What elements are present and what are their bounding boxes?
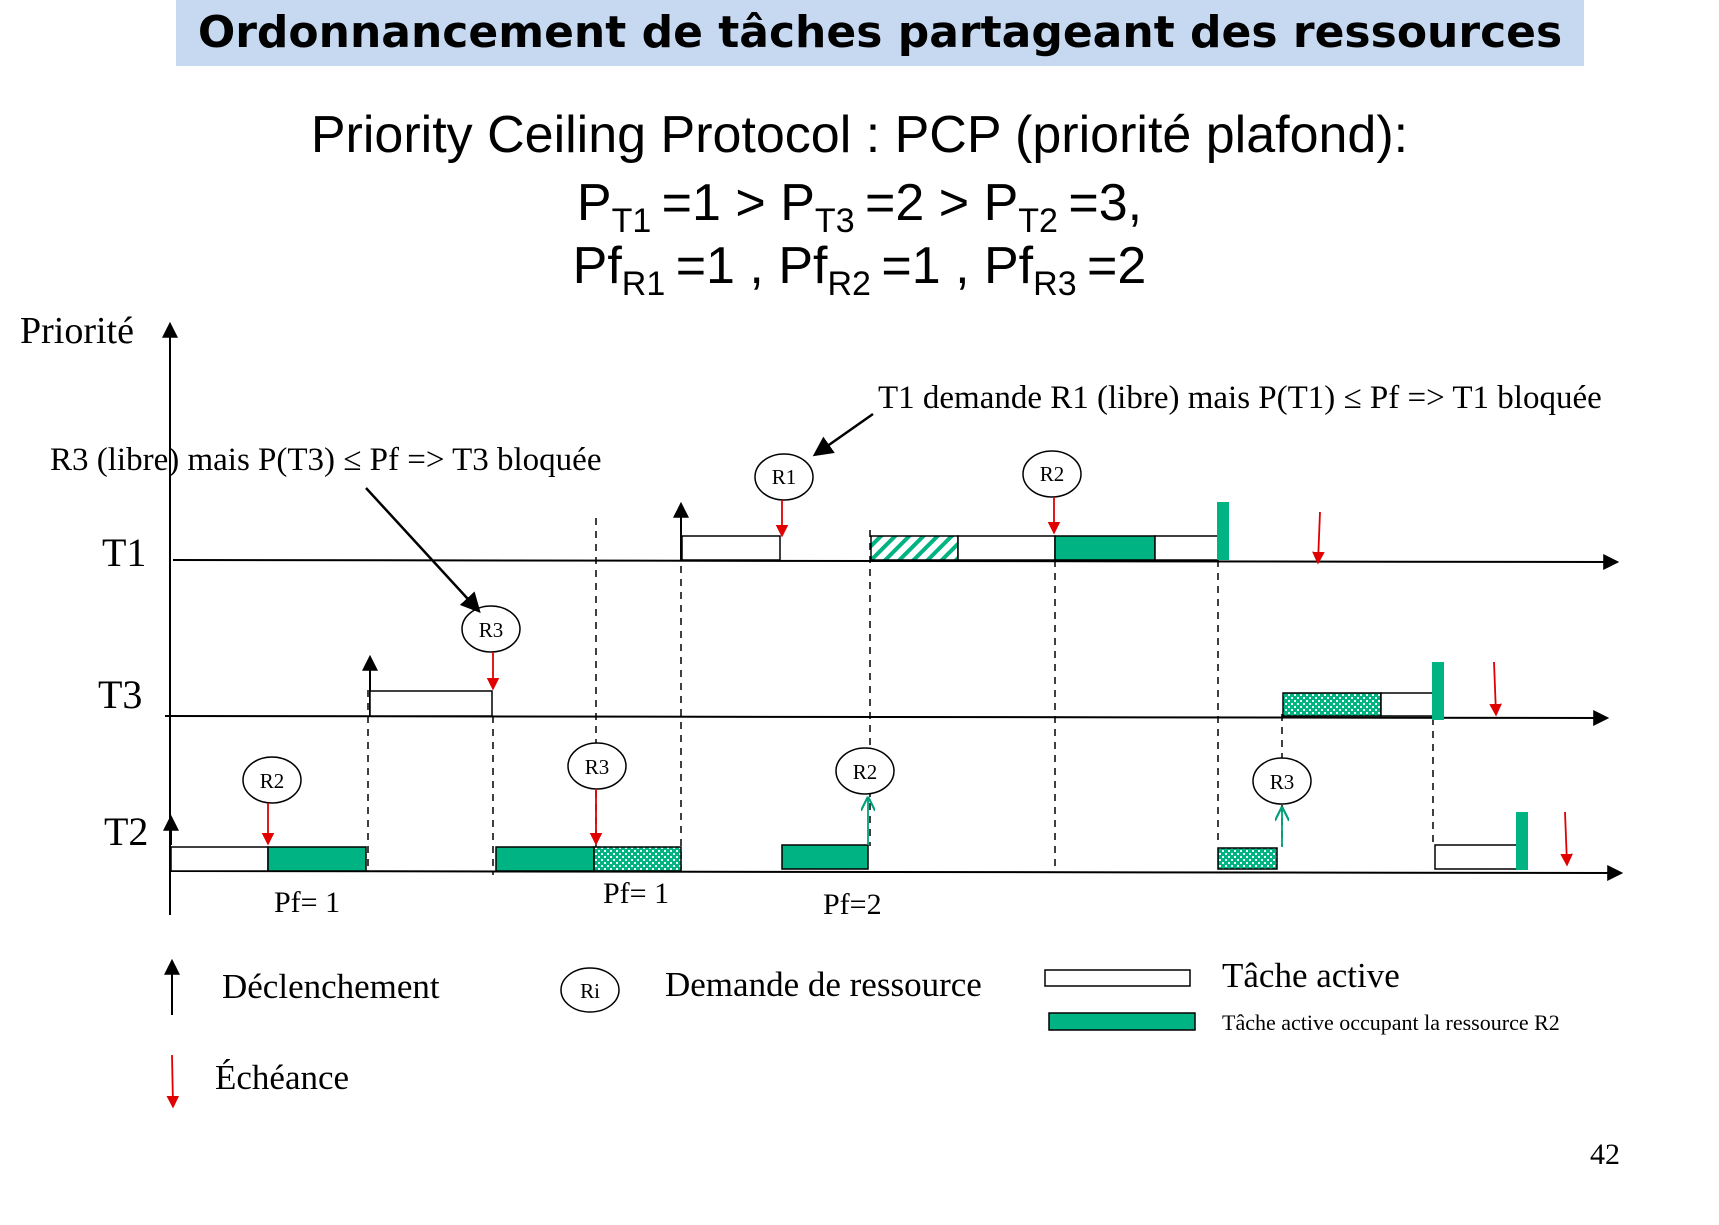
- t3-active-block: [369, 690, 493, 717]
- legend-resource-symbol: Ri: [580, 979, 600, 1003]
- t1-active-block: [681, 535, 781, 561]
- t1-active-block: [1154, 535, 1219, 561]
- legend-active-label: Tâche active: [1222, 956, 1400, 995]
- t3-active-block: [1380, 692, 1434, 717]
- legend-resource-circle: [560, 967, 620, 1013]
- t3-blocked-annotation: R3 (libre) mais P(T3) ≤ Pf => T3 bloquée: [50, 442, 601, 478]
- time-guide-lines: [367, 518, 1434, 875]
- t1-timeline: [172, 553, 1620, 570]
- t2-active-block: [170, 846, 269, 872]
- legend: Déclenchement Ri Demande de ressource Tâ…: [164, 956, 1560, 1109]
- t3-r3-request: R3: [461, 605, 521, 691]
- t3-deadline-arrow: [1489, 661, 1502, 717]
- t1-label: T1: [102, 530, 146, 575]
- t2-timeline: [169, 864, 1624, 881]
- t2-r2-request-first: R2: [242, 756, 302, 846]
- pf-label: Pf= 1: [274, 886, 340, 919]
- t3-r3-block: [1282, 692, 1382, 717]
- t2-deadline-arrow: [1560, 811, 1573, 867]
- resource-circle: [1022, 450, 1082, 498]
- legend-r2-label: Tâche active occupant la ressource R2: [1222, 1010, 1560, 1035]
- resource-label: R2: [260, 769, 285, 793]
- t1-r2-block: [1054, 535, 1156, 561]
- t2-r2-block: [781, 844, 869, 870]
- resource-circle: [1252, 757, 1312, 805]
- task-priorities-line: PT1 =1 > PT3 =2 > PT2 =3,: [576, 174, 1143, 240]
- t1-r1-request: R1: [754, 453, 814, 538]
- t2-end-bar: [1516, 812, 1528, 870]
- t3-label: T3: [98, 672, 142, 717]
- legend-resource-request-label: Demande de ressource: [665, 965, 982, 1004]
- resource-circle: [754, 453, 814, 501]
- resource-label: R2: [853, 760, 878, 784]
- t1-annotation-pointer: [812, 412, 874, 457]
- t1-end-bar: [1217, 502, 1229, 560]
- t2-r2-block: [267, 846, 367, 872]
- t3-annotation-pointer: [365, 487, 481, 613]
- resource-circle: [835, 747, 895, 795]
- resource-label: R1: [772, 465, 797, 489]
- t1-active-block: [957, 535, 1056, 561]
- pf-label: Pf= 1: [603, 877, 669, 910]
- resource-circle: [242, 756, 302, 804]
- resource-label: R3: [1270, 770, 1295, 794]
- pf-label: Pf=2: [823, 888, 882, 921]
- y-axis-label: Priorité: [20, 310, 134, 352]
- t1-blocked-annotation: T1 demande R1 (libre) mais P(T1) ≤ Pf =>…: [878, 380, 1602, 416]
- t2-r2-request-second: R2: [835, 747, 895, 845]
- resource-label: R3: [585, 755, 610, 779]
- resource-ceilings-line: PfR1 =1 , PfR2 =1 , PfR3 =2: [572, 237, 1147, 303]
- slide-title: Ordonnancement de tâches partageant des …: [197, 7, 1563, 58]
- t2-r3-block: [1217, 847, 1278, 870]
- t1-r2-request: R2: [1022, 450, 1082, 535]
- t1-r1-block: [870, 535, 959, 561]
- legend-deadline-arrow: [166, 1054, 180, 1109]
- t3-end-bar: [1432, 662, 1444, 720]
- t2-r3-block: [593, 846, 682, 872]
- legend-r2-swatch: [1048, 1012, 1196, 1031]
- t2-active-block: [1434, 844, 1518, 870]
- t2-r3-request-second: R3: [1252, 757, 1312, 847]
- t2-r2-block: [495, 846, 595, 872]
- title-banner: Ordonnancement de tâches partageant des …: [176, 0, 1584, 66]
- resource-circle: [567, 742, 627, 790]
- t2-r3-request-first: R3: [567, 742, 627, 846]
- resource-label: R2: [1040, 462, 1065, 486]
- legend-deadline-label: Échéance: [215, 1058, 349, 1097]
- resource-circle: [461, 605, 521, 653]
- t1-deadline-arrow: [1312, 511, 1325, 565]
- resource-label: R3: [479, 618, 504, 642]
- subtitle-line-1: Priority Ceiling Protocol : PCP (priorit…: [310, 106, 1409, 164]
- legend-trigger-label: Déclenchement: [222, 967, 440, 1006]
- t2-label: T2: [104, 809, 148, 854]
- legend-active-swatch: [1044, 969, 1191, 987]
- page-number: 42: [1590, 1138, 1620, 1171]
